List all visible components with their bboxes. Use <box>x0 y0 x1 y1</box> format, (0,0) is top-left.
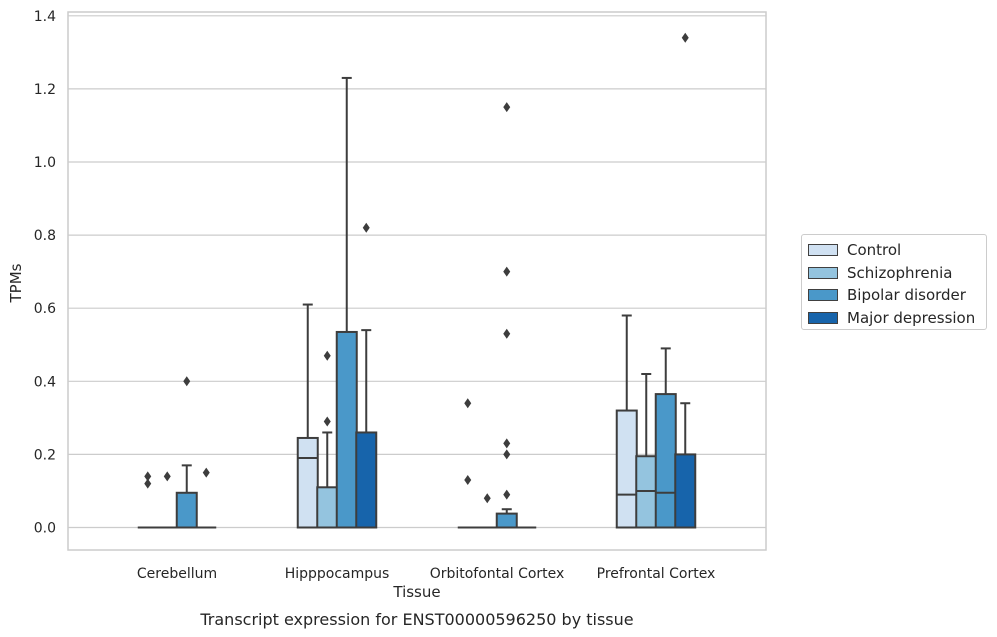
box-control <box>615 314 638 529</box>
y-tick-label: 1.4 <box>34 9 56 25</box>
box-body <box>296 436 319 529</box>
box-bipolar-disorder <box>495 102 518 529</box>
outlier-point <box>503 102 511 113</box>
box-body <box>316 486 339 529</box>
outlier-point <box>503 449 511 460</box>
box-bipolar-disorder <box>335 76 358 529</box>
x-tick-label: Hipppocampus <box>285 566 390 582</box>
box-schizophrenia <box>477 493 498 529</box>
box-major-depression <box>196 467 217 529</box>
box-control <box>137 471 158 529</box>
legend-item-control: Control <box>808 239 986 262</box>
box-series <box>137 32 697 529</box>
box-schizophrenia <box>157 471 178 529</box>
outlier-point <box>503 489 511 500</box>
box-schizophrenia <box>316 350 339 529</box>
outlier-point <box>362 222 370 233</box>
plot-frame <box>67 11 767 551</box>
outlier-point <box>464 474 472 485</box>
legend-label: Bipolar disorder <box>847 286 966 305</box>
box-body <box>674 453 697 529</box>
y-axis-label: TPMs <box>7 263 25 303</box>
outlier-point <box>144 471 152 482</box>
outlier-point <box>464 398 472 409</box>
outlier-point <box>503 266 511 277</box>
legend-label: Major depression <box>847 308 976 327</box>
outlier-point <box>323 416 331 427</box>
box-body <box>495 512 518 529</box>
y-tick-label: 0.2 <box>34 447 56 463</box>
box-control <box>457 398 478 529</box>
outlier-point <box>503 438 511 449</box>
legend-item-schizophrenia: Schizophrenia <box>808 262 986 285</box>
outlier-point <box>323 350 331 361</box>
legend-label: Schizophrenia <box>847 263 953 282</box>
x-tick-labels: Cerebellum Hipppocampus Orbitofontal Corte… <box>137 566 715 582</box>
legend-label: Control <box>847 241 902 260</box>
box-schizophrenia <box>635 372 658 529</box>
legend-swatch <box>808 266 838 279</box>
legend: Control Schizophrenia Bipolar disorder M… <box>801 234 987 330</box>
box-body <box>335 330 358 529</box>
x-tick-label: Cerebellum <box>137 566 217 582</box>
x-axis-label: Tissue <box>392 583 440 601</box>
y-tick-labels: 0.0 0.2 0.4 0.6 0.8 1.0 1.2 1.4 <box>34 9 56 537</box>
outlier-point <box>483 493 491 504</box>
x-tick-label: Prefrontal Cortex <box>597 566 716 582</box>
box-bipolar-disorder <box>175 376 198 529</box>
box-body <box>615 409 638 529</box>
y-tick-label: 0.0 <box>34 521 56 537</box>
y-tick-label: 1.0 <box>34 155 56 171</box>
box-major-depression <box>674 32 697 529</box>
box-control <box>296 303 319 529</box>
legend-swatch <box>808 289 838 302</box>
y-tick-label: 1.2 <box>34 82 56 98</box>
outlier-point <box>202 467 210 478</box>
box-body <box>654 393 677 529</box>
outlier-point <box>163 471 171 482</box>
box-body <box>355 431 378 529</box>
legend-item-major-depression: Major depression <box>808 307 986 330</box>
legend-item-bipolar-disorder: Bipolar disorder <box>808 284 986 307</box>
legend-swatch <box>808 244 838 257</box>
outlier-point <box>503 328 511 339</box>
box-major-depression <box>355 222 378 529</box>
y-tick-label: 0.8 <box>34 228 56 244</box>
x-tick-label: Orbitofontal Cortex <box>430 566 565 582</box>
legend-swatch <box>808 311 838 324</box>
outlier-point <box>144 478 152 489</box>
y-tick-label: 0.4 <box>34 374 56 390</box>
y-tick-label: 0.6 <box>34 301 56 317</box>
outlier-point <box>183 376 191 387</box>
box-body <box>175 491 198 529</box>
outlier-point <box>681 32 689 43</box>
chart-caption: Transcript expression for ENST0000059625… <box>199 610 633 629</box>
box-bipolar-disorder <box>654 347 677 529</box>
